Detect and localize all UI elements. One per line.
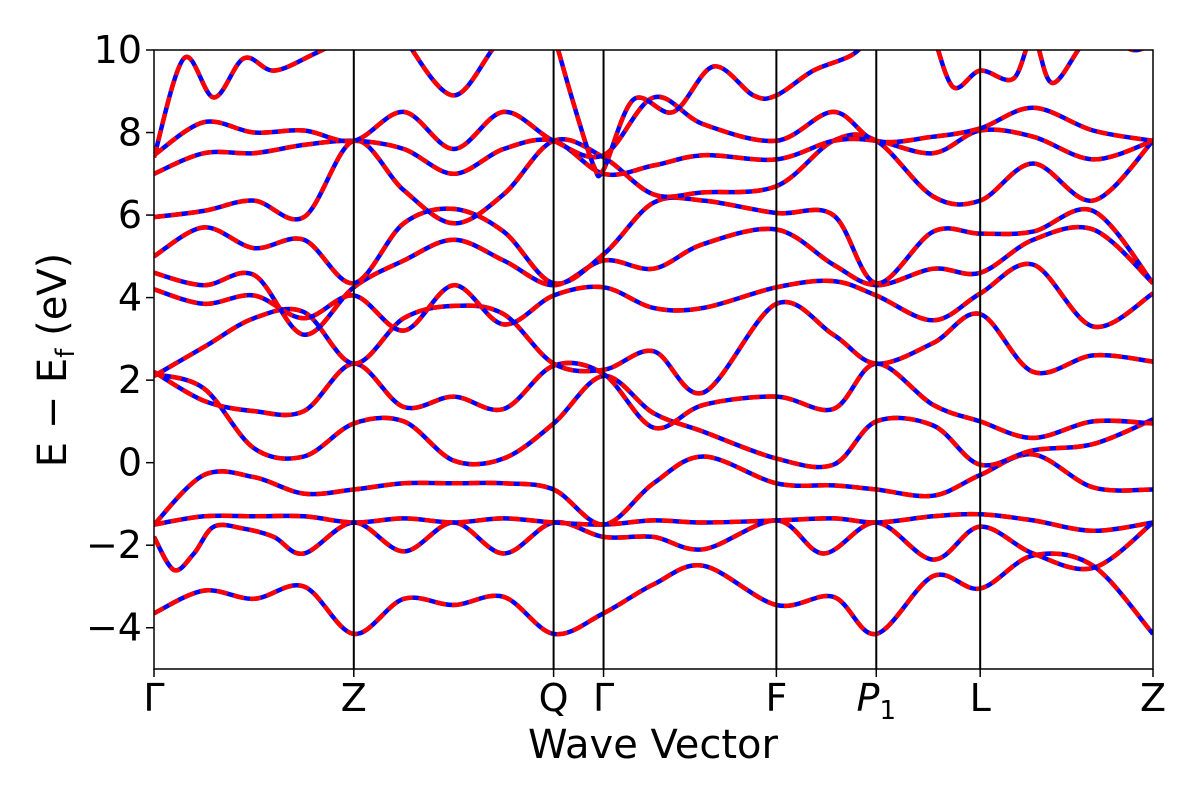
x-axis-title: Wave Vector <box>528 722 779 768</box>
band-line-base-14 <box>409 50 495 98</box>
band-line-0 <box>154 551 1153 637</box>
y-axis-title-unit: (eV) <box>30 253 76 349</box>
high-symmetry-lines <box>352 50 982 669</box>
band-line-12 <box>154 94 1153 160</box>
band-lines <box>154 50 1153 637</box>
x-tick-label-text: L <box>970 676 991 720</box>
y-tick-label: 4 <box>118 276 142 320</box>
x-tick-label: P1 <box>857 676 896 726</box>
x-tick-label-text: Q <box>539 676 569 720</box>
y-axis-ticks: −4 −2 0 2 4 6 8 10 <box>86 28 154 650</box>
band-line-15 <box>555 50 862 179</box>
plot-frame <box>153 49 1154 670</box>
y-axis-title-main: E − E <box>30 358 76 468</box>
band-line-base-16 <box>935 50 1145 91</box>
band-line-14 <box>409 50 495 98</box>
y-tick-label: 6 <box>118 193 142 237</box>
band-line-base-5 <box>154 360 1153 441</box>
band-line-base-1 <box>154 518 1153 573</box>
band-line-base-11 <box>154 127 1153 177</box>
band-line-11 <box>154 127 1153 177</box>
band-line-4 <box>154 371 1153 470</box>
x-tick-label: F <box>765 676 787 720</box>
x-axis-ticks: Γ Z Q Γ F P1 L Z <box>143 669 1166 726</box>
x-tick-label: L <box>970 676 991 720</box>
band-line-base-4 <box>154 371 1153 470</box>
x-tick-label-text: Γ <box>143 676 164 720</box>
x-tick-label: Γ <box>593 676 614 720</box>
y-axis-title-sub: f <box>51 348 81 358</box>
band-line-10 <box>154 132 1153 226</box>
band-line-6 <box>154 299 1153 396</box>
band-line-5 <box>154 360 1153 441</box>
band-line-2 <box>154 511 1153 534</box>
band-line-13 <box>154 50 328 158</box>
band-line-base-7 <box>154 261 1153 333</box>
x-tick-label-text: Z <box>1140 676 1166 720</box>
band-line-base-0 <box>154 551 1153 637</box>
x-tick-label-text: P <box>857 676 880 720</box>
y-tick-label: −2 <box>86 523 142 567</box>
band-line-base-13 <box>154 50 328 158</box>
x-tick-label-text: Z <box>341 676 367 720</box>
band-line-base-10 <box>154 132 1153 226</box>
band-line-3 <box>154 452 1153 527</box>
band-line-1 <box>154 518 1153 573</box>
y-tick-label: 2 <box>118 358 142 402</box>
y-tick-label: 8 <box>118 111 142 155</box>
y-axis-title: E − Ef (eV) <box>30 253 81 468</box>
band-line-base-6 <box>154 299 1153 396</box>
x-tick-label-text: F <box>765 676 787 720</box>
x-tick-label: Γ <box>143 676 164 720</box>
y-tick-label: 0 <box>118 441 142 485</box>
x-tick-label: Z <box>1140 676 1166 720</box>
x-tick-label: Q <box>539 676 569 720</box>
y-tick-label: 10 <box>94 28 142 72</box>
x-tick-label-sub: 1 <box>879 696 896 726</box>
x-tick-label-text: Γ <box>593 676 614 720</box>
y-tick-label: −4 <box>86 606 142 650</box>
x-tick-label: Z <box>341 676 367 720</box>
